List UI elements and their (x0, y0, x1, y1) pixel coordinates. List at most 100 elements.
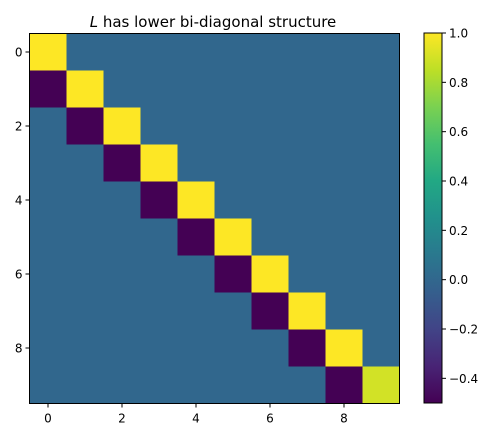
heatmap-cell (362, 218, 400, 256)
heatmap-cell (177, 255, 215, 293)
heatmap-cell (251, 218, 289, 256)
heatmap-cell (29, 33, 67, 71)
heatmap-cell (251, 33, 289, 71)
x-tick-label: 0 (44, 412, 52, 426)
heatmap-cell (177, 107, 215, 145)
y-tick-label: 4 (15, 194, 23, 208)
y-tick-label: 0 (15, 46, 23, 60)
heatmap-cell (362, 329, 400, 367)
heatmap-cell (288, 33, 326, 71)
heatmap-cell (177, 292, 215, 330)
heatmap-cell (251, 144, 289, 182)
heatmap-cell (66, 70, 104, 108)
heatmap-cell (325, 107, 363, 145)
heatmap-cell (103, 70, 141, 108)
heatmap-cell (214, 70, 252, 108)
heatmap-cell (66, 33, 104, 71)
heatmap-cell (103, 218, 141, 256)
heatmap-cell (140, 181, 178, 219)
heatmap-cell (103, 329, 141, 367)
heatmap-cell (362, 366, 400, 404)
heatmap-cell (177, 329, 215, 367)
y-tick-label: 8 (15, 342, 23, 356)
heatmap-cell (29, 181, 67, 219)
heatmap-cell (177, 144, 215, 182)
heatmap-cell (288, 329, 326, 367)
heatmap-cell (251, 70, 289, 108)
heatmap-cell (140, 292, 178, 330)
heatmap-cell (177, 33, 215, 71)
heatmap-cell (177, 218, 215, 256)
heatmap-cell (325, 218, 363, 256)
heatmap-cell (325, 292, 363, 330)
heatmap-cell (325, 366, 363, 404)
heatmap-cell (362, 70, 400, 108)
heatmap-cell (251, 181, 289, 219)
heatmap-cell (29, 218, 67, 256)
heatmap-cell (140, 33, 178, 71)
heatmap-frame (29, 33, 400, 404)
heatmap-cell (325, 329, 363, 367)
heatmap-cell (103, 107, 141, 145)
heatmap-cell (288, 107, 326, 145)
heatmap-cell (288, 181, 326, 219)
colorbar-tick-label: 0.8 (449, 76, 468, 90)
chart-title: L has lower bi-diagonal structure (90, 13, 337, 31)
heatmap-cell (362, 292, 400, 330)
heatmap-cell (66, 366, 104, 404)
heatmap-cell (214, 255, 252, 293)
heatmap-cell (251, 255, 289, 293)
heatmap-cell (288, 255, 326, 293)
heatmap-cell (29, 144, 67, 182)
heatmap-cell (288, 292, 326, 330)
heatmap-cell (140, 255, 178, 293)
colorbar-tick-label: 0.6 (449, 125, 468, 139)
x-tick-label: 8 (340, 412, 348, 426)
heatmap-cell (140, 70, 178, 108)
heatmap-cell (29, 70, 67, 108)
heatmap-cell (325, 33, 363, 71)
heatmap-cell (214, 107, 252, 145)
x-tick-label: 6 (266, 412, 274, 426)
x-tick-label: 2 (118, 412, 126, 426)
heatmap-cell (251, 107, 289, 145)
heatmap-cell (103, 144, 141, 182)
heatmap-cell (251, 329, 289, 367)
heatmap-cell (29, 255, 67, 293)
heatmap-cell (214, 292, 252, 330)
heatmap-cell (325, 144, 363, 182)
heatmap-cell (325, 255, 363, 293)
heatmap-cell (29, 366, 67, 404)
heatmap (29, 33, 400, 404)
heatmap-cell (214, 366, 252, 404)
heatmap-cell (103, 181, 141, 219)
heatmap-cell (177, 70, 215, 108)
heatmap-cell (140, 144, 178, 182)
heatmap-cell (66, 181, 104, 219)
heatmap-cell (103, 366, 141, 404)
heatmap-cell (251, 366, 289, 404)
colorbar-tick-label: 0.2 (449, 224, 468, 238)
heatmap-cell (140, 107, 178, 145)
heatmap-cell (103, 292, 141, 330)
heatmap-cell (29, 107, 67, 145)
heatmap-cell (214, 329, 252, 367)
heatmap-cell (214, 181, 252, 219)
heatmap-cell (66, 218, 104, 256)
heatmap-cell (66, 255, 104, 293)
heatmap-cell (251, 292, 289, 330)
heatmap-cell (103, 33, 141, 71)
colorbar-tick-label: 1.0 (449, 27, 468, 41)
heatmap-cell (325, 70, 363, 108)
y-axis: 0 2 4 6 8 (15, 46, 30, 356)
heatmap-cell (362, 107, 400, 145)
heatmap-cell (66, 329, 104, 367)
heatmap-cell (288, 144, 326, 182)
heatmap-cell (66, 144, 104, 182)
heatmap-cell (214, 144, 252, 182)
heatmap-cell (29, 292, 67, 330)
heatmap-cell (140, 366, 178, 404)
y-tick-label: 2 (15, 120, 23, 134)
heatmap-cell (140, 218, 178, 256)
heatmap-cell (66, 292, 104, 330)
